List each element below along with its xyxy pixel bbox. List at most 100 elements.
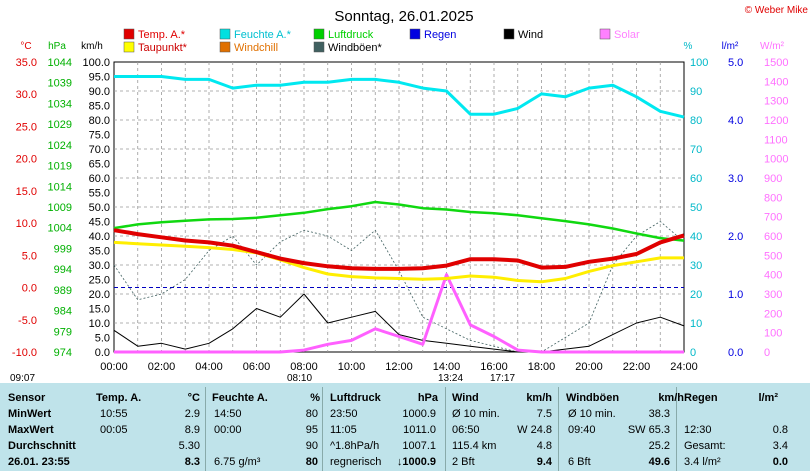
solar-tick: 1100 bbox=[764, 134, 788, 146]
solar-tick: 700 bbox=[764, 212, 782, 224]
humidity-tick: 0 bbox=[690, 347, 696, 359]
wind-tick: 80.0 bbox=[89, 115, 110, 127]
wind-tick: 45.0 bbox=[89, 217, 110, 229]
stats-panel bbox=[0, 383, 810, 471]
legend: Temp. A.* Feuchte A.* Luftdruck Regen Wind So… bbox=[123, 28, 640, 54]
solar-tick: 1000 bbox=[764, 154, 788, 166]
table-separator bbox=[322, 387, 323, 471]
rain-value: 0.8 bbox=[772, 424, 788, 436]
rain-tick: 2.0 bbox=[728, 231, 743, 243]
legend-label: Temp. A.* bbox=[138, 29, 186, 41]
row-label: MinWert bbox=[8, 408, 52, 420]
wind-tick: 65.0 bbox=[89, 159, 110, 171]
legend-label: Wind bbox=[518, 29, 543, 41]
temp-tick: -10.0 bbox=[12, 347, 37, 359]
solar-tick: 1300 bbox=[764, 96, 788, 108]
wind-label: 06:50 bbox=[452, 424, 480, 436]
time-tick: 00:00 bbox=[100, 361, 128, 373]
temp-tick: 30.0 bbox=[16, 89, 37, 101]
legend-swatch bbox=[123, 41, 135, 53]
rain-tick: 1.0 bbox=[728, 289, 743, 301]
temp-value: 2.9 bbox=[184, 408, 200, 420]
temp-tick: 35.0 bbox=[16, 57, 37, 69]
pressure-tick: 1004 bbox=[48, 223, 72, 235]
rain-tick: 4.0 bbox=[728, 115, 743, 127]
humidity-time: 6.75 g/m³ bbox=[214, 456, 261, 468]
humidity-tick: 30 bbox=[690, 260, 702, 272]
pressure-time: 23:50 bbox=[330, 408, 358, 420]
wind-tick: 35.0 bbox=[89, 246, 110, 258]
pressure-tick: 999 bbox=[54, 243, 72, 255]
wind-label: Ø 10 min. bbox=[452, 408, 500, 420]
pressure-time: 11:05 bbox=[330, 424, 357, 436]
pressure-tick: 1014 bbox=[48, 181, 72, 193]
humidity-tick: 70 bbox=[690, 144, 702, 156]
plot-area bbox=[113, 61, 685, 354]
wind-label: 115.4 km bbox=[452, 440, 497, 452]
table-separator bbox=[558, 387, 559, 471]
time-tick: 04:00 bbox=[195, 361, 223, 373]
gust-label: 09:40 bbox=[568, 424, 596, 436]
pressure-time: regnerisch bbox=[330, 456, 382, 468]
wind-tick: 85.0 bbox=[89, 101, 110, 113]
gust-value: 49.6 bbox=[648, 456, 670, 468]
row-label: 26.01. 23:55 bbox=[8, 456, 70, 468]
row-label: MaxWert bbox=[8, 424, 54, 436]
wind-tick: 90.0 bbox=[89, 86, 110, 98]
table-header: Temp. A. bbox=[96, 392, 142, 404]
table-header: Windböen bbox=[566, 392, 620, 404]
axis-labels: 35.0 30.0 25.0 20.0 15.0 10.0 5.0 0.0 -5.0 -10.0 1… bbox=[12, 57, 789, 373]
solar-tick: 1200 bbox=[764, 115, 788, 127]
solar-tick: 200 bbox=[764, 308, 782, 320]
current-time-label: 09:07 bbox=[10, 373, 35, 383]
temp-value: 5.30 bbox=[178, 440, 200, 452]
table-header: km/h bbox=[526, 392, 552, 404]
sunrise-label: 08:10 bbox=[287, 373, 312, 383]
wind-tick: 75.0 bbox=[89, 130, 110, 142]
legend-label: Luftdruck bbox=[328, 29, 374, 41]
rain-tick: 0.0 bbox=[728, 347, 743, 359]
time-tick: 12:00 bbox=[385, 361, 413, 373]
table-header: °C bbox=[187, 392, 200, 404]
wind-tick: 95.0 bbox=[89, 72, 110, 84]
pressure-value: 1007.1 bbox=[402, 440, 436, 452]
wind-value: 7.5 bbox=[536, 408, 552, 420]
solar-unit: W/m² bbox=[760, 41, 785, 52]
pressure-tick: 974 bbox=[54, 347, 72, 359]
rain-label: 12:30 bbox=[684, 424, 712, 436]
rain-value: 3.4 bbox=[772, 440, 788, 452]
gust-label: 6 Bft bbox=[568, 456, 591, 468]
table-header: Wind bbox=[452, 392, 479, 404]
copyright-label: © Weber Mike bbox=[745, 5, 809, 16]
pressure-unit: hPa bbox=[48, 41, 66, 52]
table-header: hPa bbox=[417, 392, 438, 404]
temp-tick: 20.0 bbox=[16, 154, 37, 166]
rain-value: 0.0 bbox=[772, 456, 788, 468]
humidity-unit: % bbox=[684, 41, 693, 52]
legend-label: Windchill bbox=[234, 42, 278, 54]
wind-tick: 5.0 bbox=[95, 333, 110, 345]
wind-direction: W 24.8 bbox=[517, 424, 552, 436]
humidity-tick: 10 bbox=[690, 318, 702, 330]
solar-tick: 1400 bbox=[764, 76, 788, 88]
pressure-tick: 1034 bbox=[48, 98, 72, 110]
weather-chart: Sonntag, 26.01.2025 © Weber Mike Temp. A… bbox=[10, 5, 809, 383]
pressure-tick: 994 bbox=[54, 264, 72, 276]
pressure-time: ^1.8hPa/h bbox=[330, 440, 380, 452]
gust-label: Ø 10 min. bbox=[568, 408, 616, 420]
solar-tick: 0 bbox=[764, 347, 770, 359]
legend-swatch bbox=[219, 41, 231, 53]
legend-swatch bbox=[503, 28, 515, 40]
time-tick: 20:00 bbox=[575, 361, 603, 373]
humidity-tick: 50 bbox=[690, 202, 702, 214]
rain-label: Gesamt: bbox=[684, 440, 726, 452]
temp-tick: -5.0 bbox=[18, 315, 37, 327]
table-header: l/m² bbox=[758, 392, 778, 404]
temp-unit: °C bbox=[20, 41, 31, 52]
pressure-tick: 979 bbox=[54, 326, 72, 338]
humidity-value: 90 bbox=[305, 440, 318, 452]
pressure-tick: 1029 bbox=[48, 119, 72, 131]
noon-label: 13:24 bbox=[438, 373, 463, 383]
temp-tick: 25.0 bbox=[16, 121, 37, 133]
time-tick: 18:00 bbox=[528, 361, 556, 373]
